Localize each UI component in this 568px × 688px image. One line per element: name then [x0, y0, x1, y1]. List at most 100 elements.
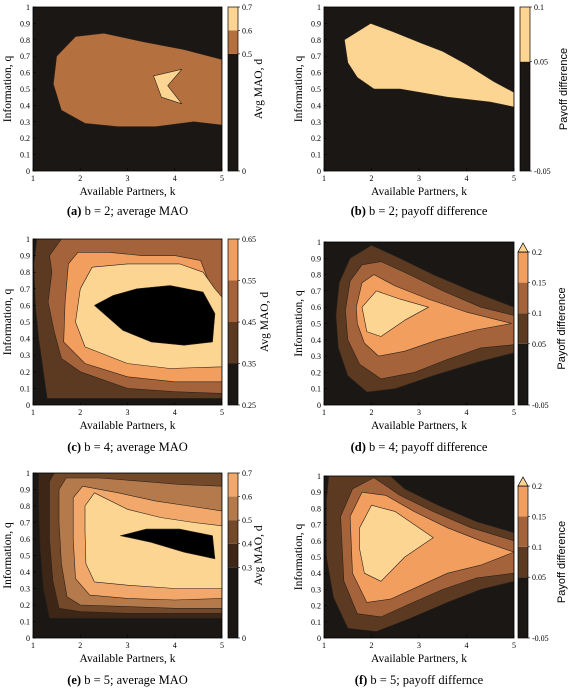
y-tick-label: 0.9	[311, 19, 321, 28]
contour-region	[94, 285, 216, 346]
y-tick-label: 0.5	[20, 552, 30, 561]
panel-caption: (a) b = 2; average MAO	[67, 204, 188, 218]
y-axis-label: Information, q	[2, 522, 14, 589]
x-tick-label: 1	[31, 641, 35, 650]
x-tick-label: 2	[78, 174, 82, 183]
y-tick-label: 0.7	[20, 519, 30, 528]
colorbar-tick-label: 0.5	[242, 50, 252, 59]
panel-caption-tag: (b)	[351, 204, 366, 218]
colorbar-tick-label: 0.5	[242, 516, 252, 525]
colorbar-tick-label: 0.2	[532, 248, 542, 257]
y-tick-label: 0.8	[311, 271, 321, 280]
x-tick-label: 2	[370, 174, 374, 183]
x-tick-label: 4	[173, 408, 177, 417]
chart-panel-3: 1 2 3 4 5 0 0.1 0.2 0.3 0.4 0.5 0.6 0.7 0.8 0.9 1 Availa…	[293, 238, 568, 454]
colorbar-tick-label: 0.05	[532, 573, 546, 582]
panel-caption: (c) b = 4; average MAO	[67, 440, 188, 454]
colorbar-extend-arrow	[517, 476, 529, 487]
y-tick-label: 0.4	[311, 336, 321, 345]
colorbar-tick-label: 0.7	[242, 469, 252, 478]
y-tick-label: 0.1	[311, 385, 321, 394]
x-axis-label: Available Partners, k	[371, 186, 467, 198]
chart-panel-1: 1 2 3 4 5 0 0.1 0.2 0.3 0.4 0.5 0.6 0.7 0.8 0.9 1 Availa…	[293, 3, 568, 218]
colorbar-label: Payoff difference	[556, 287, 568, 369]
colorbar-tick-label: -0.05	[534, 167, 551, 176]
colorbar-segment	[518, 313, 528, 344]
y-tick-label: 0.6	[20, 69, 30, 78]
y-tick-label: 0.7	[311, 521, 321, 530]
y-tick-label: 0.8	[20, 502, 30, 511]
colorbar-segment	[520, 61, 530, 171]
colorbar-tick-label: 0.4	[242, 540, 252, 549]
y-tick-label: 0.7	[311, 52, 321, 61]
contour-region	[120, 528, 216, 560]
x-tick-label: 5	[220, 641, 224, 650]
y-tick-label: 0.1	[20, 384, 30, 393]
x-tick-label: 3	[126, 408, 130, 417]
panel-caption-text: b = 2; payoff difference	[366, 204, 488, 218]
x-tick-label: 3	[417, 641, 421, 650]
y-tick-label: 0.4	[311, 569, 321, 578]
colorbar-tick-label: 0.25	[242, 401, 256, 410]
x-tick-label: 5	[512, 641, 516, 650]
y-tick-label: 0.4	[20, 568, 30, 577]
colorbar-frame	[227, 472, 239, 639]
x-tick-label: 5	[220, 174, 224, 183]
panel-caption: (d) b = 4; payoff difference	[351, 440, 488, 454]
y-axis-label: Information, q	[293, 56, 305, 123]
y-tick-label: 0.7	[20, 52, 30, 61]
x-tick-label: 2	[78, 641, 82, 650]
colorbar-segment	[518, 486, 528, 517]
y-tick-label: 0.6	[20, 301, 30, 310]
colorbar-tick-label: 0.35	[242, 360, 256, 369]
colorbar-tick-label: 0.45	[242, 318, 256, 327]
y-axis-label: Information, q	[293, 290, 305, 357]
y-tick-label: 0.5	[20, 318, 30, 327]
y-tick-label: 0.5	[311, 85, 321, 94]
chart-panel-5: 1 2 3 4 5 0 0.1 0.2 0.3 0.4 0.5 0.6 0.7 0.8 0.9 1 Availa…	[293, 472, 568, 687]
y-tick-label: 0.3	[20, 118, 30, 127]
y-tick-label: 0.2	[20, 134, 30, 143]
colorbar-segment	[518, 516, 528, 547]
colorbar-segment	[518, 546, 528, 578]
y-tick-label: 0	[317, 634, 321, 643]
y-tick-label: 0.2	[311, 602, 321, 611]
panel-caption: (f) b = 5; payoff differnce	[355, 673, 484, 687]
colorbar-tick-label: 0.1	[534, 3, 544, 12]
y-tick-label: 0.6	[311, 69, 321, 78]
x-axis-label: Available Partners, k	[371, 420, 467, 432]
y-tick-label: 0.9	[311, 254, 321, 263]
colorbar-segment	[520, 7, 530, 62]
y-tick-label: 1	[26, 3, 30, 12]
y-tick-label: 1	[26, 235, 30, 244]
y-tick-label: 0	[26, 167, 30, 176]
y-tick-label: 0.4	[311, 101, 321, 110]
x-axis-label: Available Partners, k	[371, 653, 467, 665]
x-tick-label: 3	[417, 408, 421, 417]
y-tick-label: 0.5	[20, 85, 30, 94]
y-tick-label: 0.4	[20, 101, 30, 110]
y-tick-label: 0	[317, 167, 321, 176]
panel-caption-text: b = 4; payoff difference	[366, 440, 488, 454]
panel-caption: (e) b = 5; average MAO	[67, 673, 188, 687]
colorbar-tick-label: 0.05	[534, 58, 548, 67]
x-tick-label: 3	[126, 174, 130, 183]
panel-caption-text: b = 5; payoff differnce	[367, 673, 483, 687]
x-axis-label: Available Partners, k	[80, 420, 176, 432]
colorbar-tick-label: 0.65	[242, 235, 256, 244]
x-axis-label: Available Partners, k	[80, 186, 176, 198]
y-tick-label: 0.1	[20, 618, 30, 627]
colorbar-segment	[228, 473, 238, 497]
contour-region	[344, 23, 514, 108]
contour-region	[153, 69, 183, 105]
y-tick-label: 0.9	[20, 486, 30, 495]
y-tick-label: 0.7	[311, 287, 321, 296]
colorbar-label: Payoff difference	[556, 521, 568, 603]
colorbar-segment	[228, 280, 238, 322]
colorbar-segment	[228, 543, 238, 568]
y-tick-label: 0.6	[311, 303, 321, 312]
y-tick-label: 0.1	[311, 618, 321, 627]
x-tick-label: 3	[126, 641, 130, 650]
colorbar-segment	[228, 7, 238, 31]
